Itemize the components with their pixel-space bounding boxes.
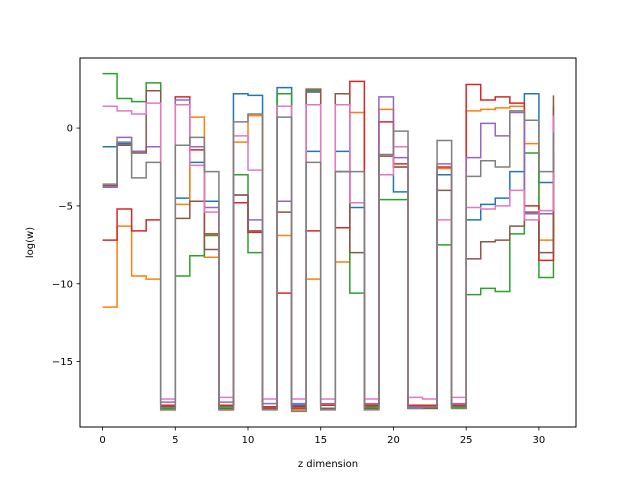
x-tick-label: 30 — [533, 435, 546, 446]
y-tick-label: 0 — [67, 124, 73, 135]
x-tick-label: 10 — [242, 435, 255, 446]
x-axis-ticks: 0 5 10 15 20 25 30 — [99, 427, 545, 446]
plot-area-frame — [79, 57, 577, 428]
y-tick-label: −15 — [52, 357, 73, 368]
series-line-4 — [102, 80, 555, 408]
x-tick-label: 20 — [387, 435, 400, 446]
y-axis-label: log(w) — [25, 227, 36, 258]
series-line-6 — [102, 88, 555, 410]
x-tick-label: 15 — [314, 435, 327, 446]
x-axis-label: z dimension — [298, 459, 358, 470]
series-line-1 — [102, 86, 555, 408]
y-tick-label: −5 — [58, 201, 73, 212]
series-line-8 — [102, 110, 555, 413]
series-line-2 — [102, 105, 555, 411]
series-layer — [102, 72, 555, 413]
series-line-5 — [102, 91, 555, 408]
x-tick-label: 0 — [99, 435, 105, 446]
x-tick-label: 25 — [460, 435, 473, 446]
y-tick-label: −10 — [52, 279, 73, 290]
x-tick-label: 5 — [172, 435, 178, 446]
y-axis-ticks: −15 −10 −5 0 — [52, 124, 80, 368]
series-line-7 — [102, 102, 555, 400]
